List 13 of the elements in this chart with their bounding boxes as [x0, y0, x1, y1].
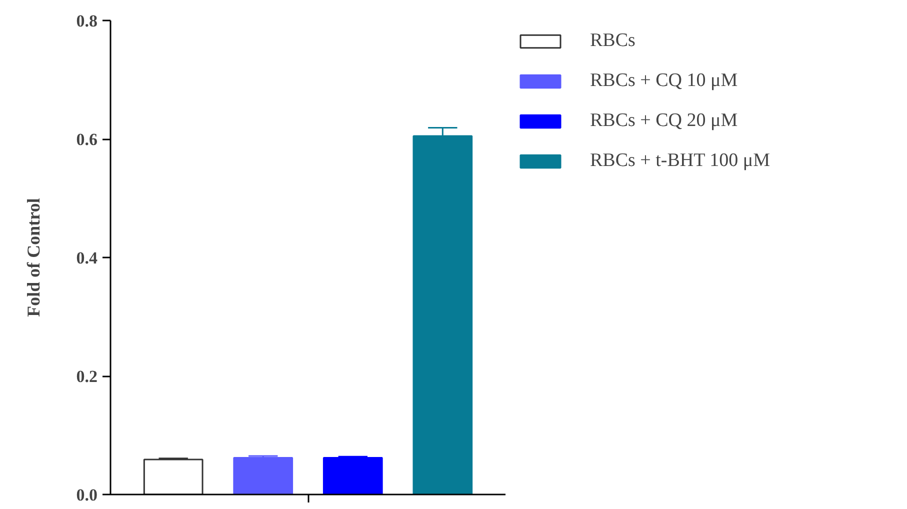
- legend-label: RBCs + CQ 20 μM: [590, 110, 738, 132]
- bar: [322, 457, 383, 494]
- y-tick-label: 0.8: [76, 12, 98, 30]
- bar: [143, 458, 204, 494]
- y-tick-label: 0.0: [76, 486, 98, 504]
- legend-label: RBCs: [590, 30, 636, 52]
- y-tick-label: 0.2: [76, 367, 98, 386]
- y-tick-label: 0.4: [76, 248, 98, 268]
- bar: [233, 457, 294, 494]
- y-tick-label: 0.6: [76, 130, 98, 149]
- y-axis-title: Fold of Control: [23, 198, 44, 317]
- legend-label: RBCs + t-BHT 100 μM: [590, 150, 770, 172]
- legend-label: RBCs + CQ 10 μM: [590, 70, 738, 92]
